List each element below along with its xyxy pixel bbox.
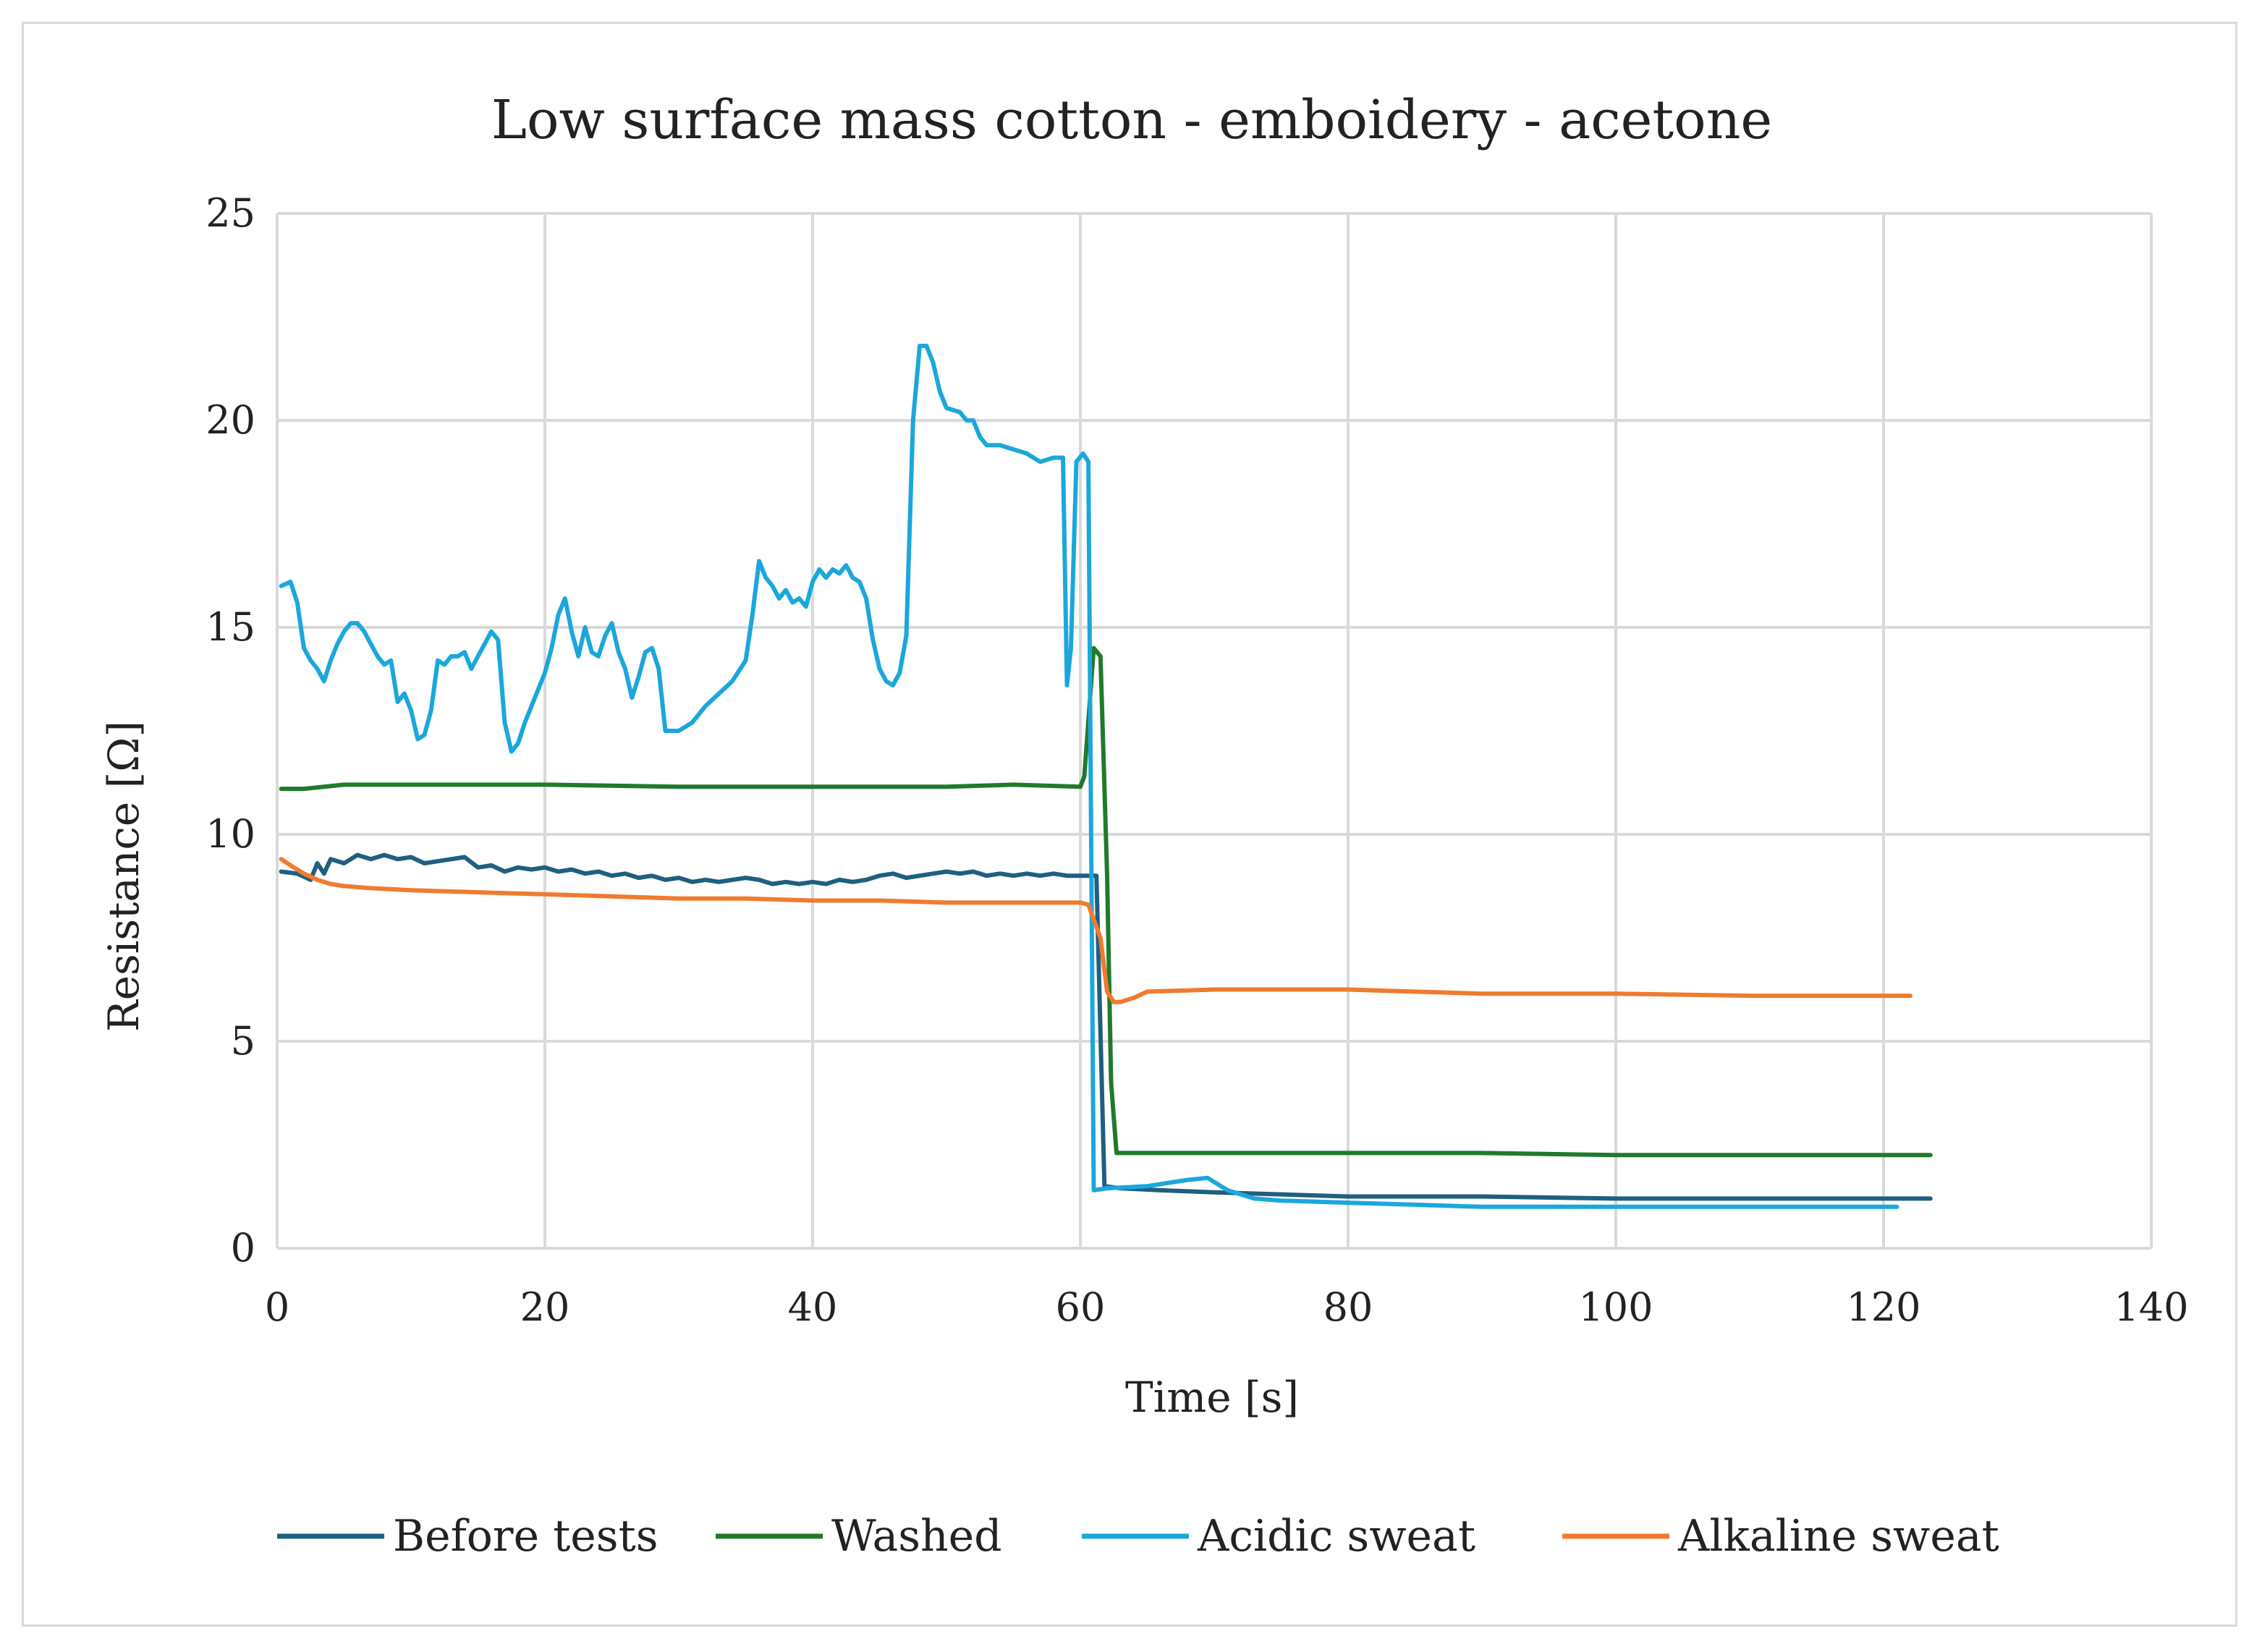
axes: 0 5 10 15 20 25 0 20 40 60 80 100 120 140 xyxy=(206,190,2188,1330)
chart-title: Low surface mass cotton - emboidery - ac… xyxy=(491,89,1772,151)
x-tick-label: 0 xyxy=(265,1284,289,1330)
y-tick-label: 5 xyxy=(231,1018,255,1064)
y-tick-label: 20 xyxy=(206,397,255,443)
series-line-washed xyxy=(279,645,1933,1158)
legend-label: Washed xyxy=(831,1511,1002,1562)
x-tick-label: 80 xyxy=(1323,1284,1373,1330)
series-line-acidic-sweat xyxy=(279,344,1899,1209)
x-tick-label: 20 xyxy=(520,1284,570,1330)
legend: Before tests Washed Acidic sweat Alkaline s… xyxy=(277,1511,1999,1562)
x-tick-label: 40 xyxy=(788,1284,838,1330)
x-axis-label: Time [s] xyxy=(1125,1373,1299,1422)
y-tick-label: 10 xyxy=(206,811,255,857)
legend-label: Before tests xyxy=(393,1511,658,1562)
line-chart: Low surface mass cotton - emboidery - ac… xyxy=(99,89,2189,1562)
legend-label: Alkaline sweat xyxy=(1677,1511,1999,1562)
gridlines xyxy=(276,212,2153,1250)
chart-frame: Low surface mass cotton - emboidery - ac… xyxy=(22,22,2237,1627)
x-tick-label: 100 xyxy=(1578,1284,1653,1330)
y-tick-label: 25 xyxy=(206,190,255,236)
y-axis-label: Resistance [Ω] xyxy=(99,721,148,1032)
series-lines xyxy=(279,344,1933,1209)
series-line-alkaline-sweat xyxy=(279,857,1912,1004)
series-line-before-tests xyxy=(279,852,1933,1201)
y-tick-label: 15 xyxy=(206,604,255,650)
y-tick-label: 0 xyxy=(231,1225,255,1271)
x-tick-label: 60 xyxy=(1056,1284,1106,1330)
legend-label: Acidic sweat xyxy=(1197,1511,1475,1562)
x-tick-label: 140 xyxy=(2114,1284,2188,1330)
x-tick-label: 120 xyxy=(1846,1284,1920,1330)
